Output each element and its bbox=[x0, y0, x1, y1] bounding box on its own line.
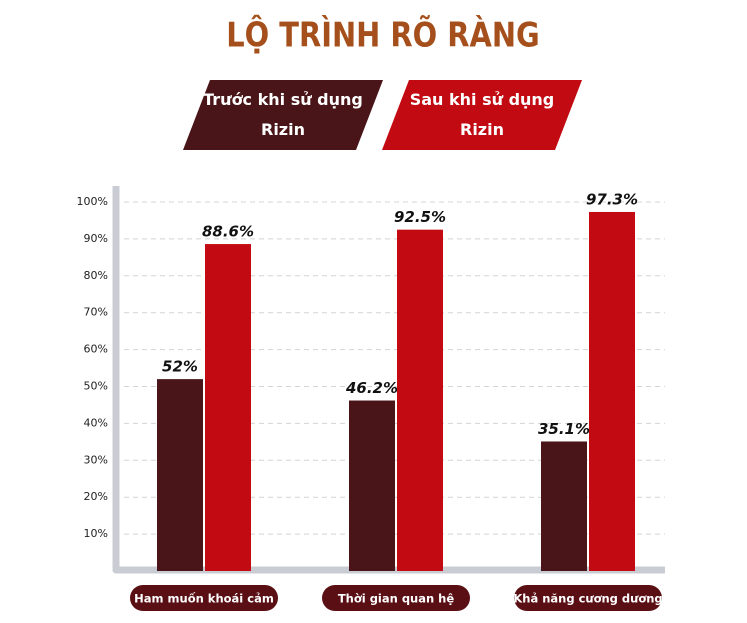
y-tick-label: 30% bbox=[84, 453, 108, 466]
legend-swatch bbox=[183, 80, 383, 150]
value-label: 46.2% bbox=[345, 379, 398, 397]
y-tick-label: 50% bbox=[84, 380, 108, 393]
x-tick-label: Ham muốn khoái cảm bbox=[134, 592, 274, 606]
y-tick-label: 20% bbox=[84, 490, 108, 503]
bar bbox=[541, 441, 587, 571]
y-tick-label: 80% bbox=[84, 269, 108, 282]
category-badge bbox=[514, 585, 662, 611]
bar bbox=[397, 229, 443, 572]
y-tick-label: 60% bbox=[84, 343, 108, 356]
category-badge bbox=[322, 585, 470, 611]
y-tick-label: 40% bbox=[84, 416, 108, 429]
axis bbox=[112, 186, 665, 574]
value-label: 88.6% bbox=[202, 223, 254, 241]
legend-swatch bbox=[382, 80, 582, 150]
category-badge bbox=[130, 585, 278, 611]
value-label: 35.1% bbox=[538, 420, 590, 438]
x-tick-label: Thời gian quan hệ bbox=[338, 592, 455, 606]
value-label: 52% bbox=[162, 358, 198, 376]
y-tick-label: 70% bbox=[84, 306, 108, 319]
legend-label: Trước khi sử dụng Rizin bbox=[203, 90, 363, 139]
y-tick-label: 10% bbox=[84, 527, 108, 540]
y-tick-label: 90% bbox=[84, 232, 108, 245]
bar bbox=[205, 244, 251, 572]
chart-title: LỘ TRÌNH RÕ RÀNG bbox=[226, 13, 540, 55]
bar bbox=[349, 400, 395, 571]
x-tick-label: Khả năng cương dương bbox=[513, 592, 662, 606]
y-tick-label: 100% bbox=[77, 195, 108, 208]
value-label: 97.3% bbox=[586, 190, 638, 208]
value-label: 92.5% bbox=[394, 208, 446, 226]
legend-label: Sau khi sử dụng Rizin bbox=[409, 90, 555, 139]
bar bbox=[157, 379, 203, 571]
bar bbox=[589, 211, 635, 571]
